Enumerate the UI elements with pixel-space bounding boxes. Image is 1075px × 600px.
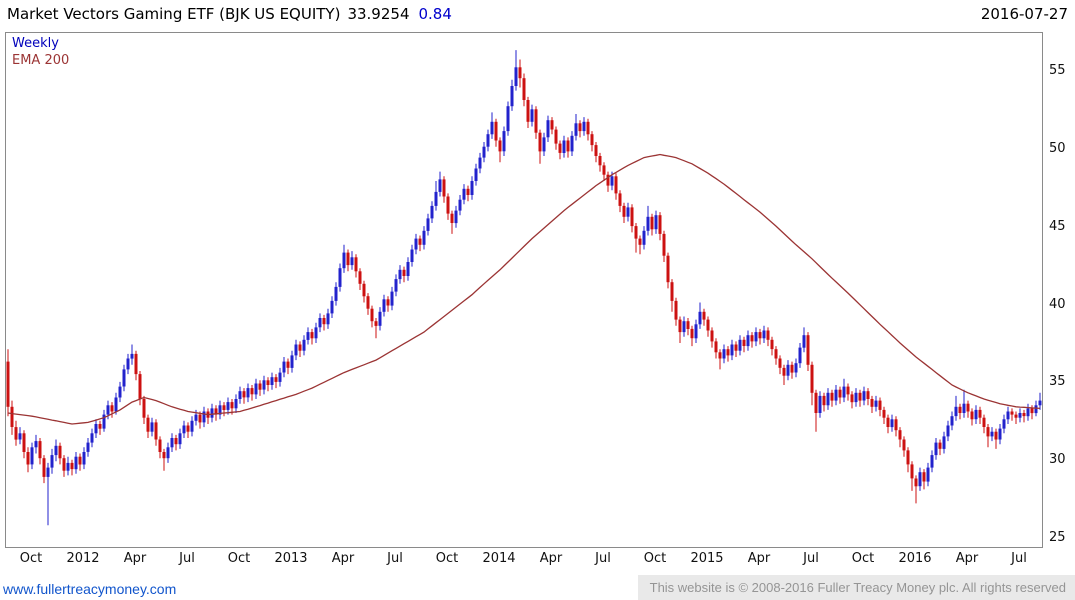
x-axis-label: Apr — [539, 551, 563, 566]
price-change: 0.84 — [418, 5, 452, 23]
x-axis-label: 2014 — [482, 551, 516, 566]
y-axis-label: 30 — [1049, 452, 1066, 468]
chart-legend: Weekly EMA 200 — [12, 35, 69, 69]
x-axis-label: Oct — [227, 551, 251, 566]
y-axis-label: 50 — [1049, 140, 1066, 156]
page-title: Market Vectors Gaming ETF (BJK US EQUITY… — [7, 5, 341, 23]
x-axis-label: Apr — [955, 551, 979, 566]
x-axis-label: Jul — [595, 551, 611, 566]
x-axis-label: Jul — [387, 551, 403, 566]
last-price: 33.9254 — [347, 5, 410, 23]
x-axis-label: 2012 — [66, 551, 100, 566]
copyright-text: This website is © 2008-2016 Fuller Treac… — [637, 575, 1075, 600]
y-axis-label: 40 — [1049, 296, 1066, 312]
y-axis-label: 25 — [1049, 530, 1066, 546]
chart-header: Market Vectors Gaming ETF (BJK US EQUITY… — [7, 5, 1068, 23]
x-axis: Oct 2012 Apr Jul Oct 2013 Apr Jul Oct 2014 Apr Jul O… — [5, 551, 1043, 568]
footer-link[interactable]: www.fullertreacymoney.com — [3, 581, 177, 597]
x-axis-label: Jul — [803, 551, 819, 566]
x-axis-label: Apr — [123, 551, 147, 566]
x-axis-label: Jul — [179, 551, 195, 566]
legend-ema: EMA 200 — [12, 53, 70, 68]
x-axis-label: Jul — [1011, 551, 1027, 566]
x-axis-label: Oct — [435, 551, 459, 566]
y-axis-label: 55 — [1049, 62, 1066, 78]
x-axis-label: 2015 — [690, 551, 724, 566]
x-axis-label: Apr — [747, 551, 771, 566]
title-line: Market Vectors Gaming ETF (BJK US EQUITY… — [7, 5, 452, 23]
x-axis-label: Oct — [643, 551, 667, 566]
candlestick-plot — [6, 50, 1042, 526]
y-axis-label: 45 — [1049, 218, 1066, 234]
x-axis-label: Oct — [851, 551, 875, 566]
y-axis-label: 35 — [1049, 374, 1066, 390]
legend-timeframe: Weekly — [12, 36, 59, 51]
chart-date: 2016-07-27 — [980, 5, 1068, 23]
x-axis-label: 2013 — [274, 551, 308, 566]
x-axis-label: Oct — [19, 551, 43, 566]
plot-area: Weekly EMA 200 — [5, 32, 1043, 548]
x-axis-label: 2016 — [898, 551, 932, 566]
x-axis-label: Apr — [331, 551, 355, 566]
y-axis: 25 30 35 40 45 50 55 — [1049, 32, 1075, 548]
